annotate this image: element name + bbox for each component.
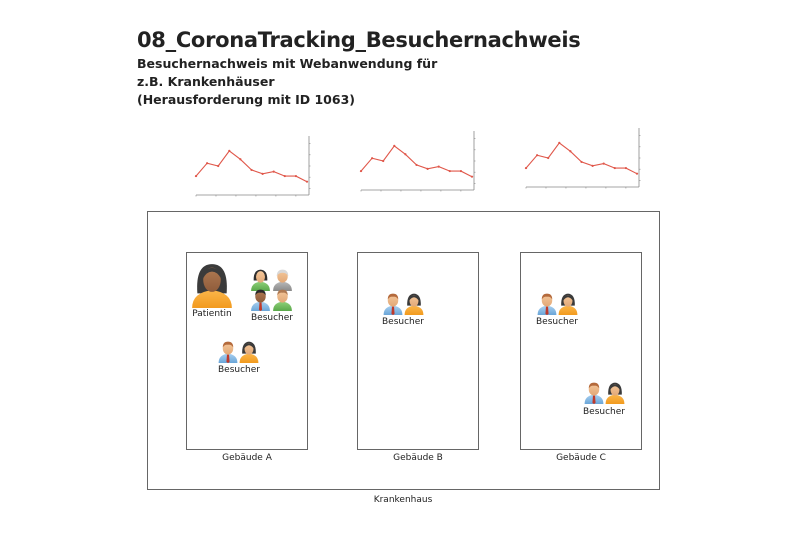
visitor-pair-icon[interactable] bbox=[217, 340, 261, 362]
building-c-label: Gebäude C bbox=[556, 453, 606, 463]
subtitle-line-2: z.B. Krankenhäuser bbox=[137, 74, 275, 89]
trend-chart-3 bbox=[515, 112, 645, 192]
building-b-label: Gebäude B bbox=[393, 453, 443, 463]
page-title: 08_CoronaTracking_Besuchernachweis bbox=[137, 28, 581, 52]
subtitle-line-1: Besuchernachweis mit Webanwendung für bbox=[137, 56, 438, 71]
trend-chart-1 bbox=[185, 120, 315, 200]
subtitle-line-3: (Herausforderung mit ID 1063) bbox=[137, 92, 355, 107]
visitor-pair-label: Besucher bbox=[218, 365, 260, 375]
visitor-group-label: Besucher bbox=[251, 313, 293, 323]
visitor-pair-icon[interactable] bbox=[382, 292, 426, 314]
building-c bbox=[520, 252, 642, 450]
visitor-pair-label: Besucher bbox=[382, 317, 424, 327]
line-chart-svg bbox=[359, 131, 476, 192]
building-b bbox=[357, 252, 479, 450]
visitor-pair-icon[interactable] bbox=[583, 381, 627, 403]
trend-chart-2 bbox=[350, 115, 480, 195]
building-a-label: Gebäude A bbox=[222, 453, 272, 463]
visitor-pair-label: Besucher bbox=[536, 317, 578, 327]
visitor-group-icon[interactable] bbox=[249, 268, 295, 312]
visitor-pair-icon[interactable] bbox=[536, 292, 580, 314]
visitor-pair-label: Besucher bbox=[583, 407, 625, 417]
hospital-label: Krankenhaus bbox=[373, 495, 433, 505]
line-chart-svg bbox=[524, 128, 641, 189]
patient-label: Patientin bbox=[192, 309, 232, 319]
female-patient-icon[interactable] bbox=[190, 262, 234, 308]
hospital-container bbox=[147, 211, 660, 490]
line-chart-svg bbox=[194, 136, 311, 197]
